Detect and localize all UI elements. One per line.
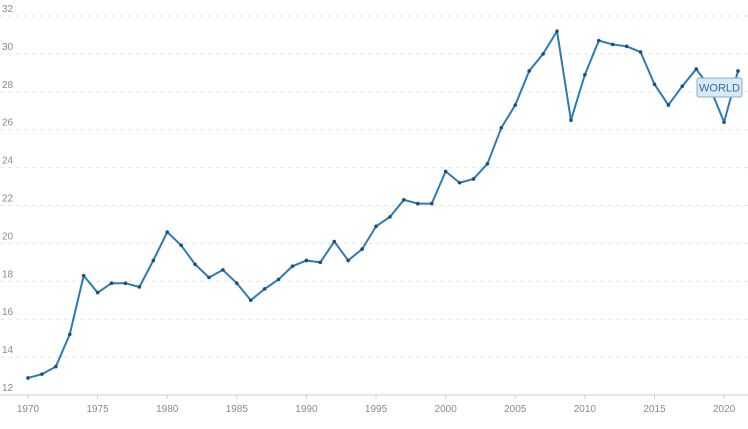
y-tick-label: 14: [2, 345, 14, 356]
data-point: [596, 38, 601, 43]
data-point: [374, 224, 378, 229]
y-tick-label: 12: [2, 383, 14, 394]
data-point: [304, 258, 309, 263]
data-point: [67, 332, 72, 337]
y-tick-label: 20: [2, 231, 14, 242]
data-point: [736, 69, 740, 73]
y-tick-label: 16: [2, 307, 14, 318]
series-tag-box: [696, 77, 743, 98]
data-point: [652, 82, 657, 87]
series-label-tag: WORLD: [696, 77, 743, 98]
y-tick-label: 32: [2, 4, 14, 15]
data-point: [722, 120, 726, 124]
data-point: [416, 201, 420, 206]
data-point: [610, 42, 615, 47]
data-point: [360, 247, 364, 251]
data-point: [666, 103, 671, 107]
data-point: [680, 84, 685, 88]
y-tick-label: 30: [2, 42, 14, 53]
x-tick-label: 2000: [435, 404, 458, 415]
data-point: [555, 29, 559, 33]
data-point: [527, 69, 531, 73]
data-point: [95, 290, 100, 295]
data-point: [624, 44, 629, 49]
data-point: [276, 277, 281, 282]
data-point: [499, 126, 504, 130]
x-axis: 1970 1975 1980 1985 1990 1995 2000 2005 2010 2015…: [0, 394, 748, 415]
x-tick-label: 1970: [17, 404, 40, 415]
data-point: [165, 230, 170, 234]
series-world: [26, 29, 740, 380]
gridlines: [0, 15, 748, 358]
x-tick-label: 2005: [504, 404, 527, 415]
data-point: [318, 260, 323, 265]
data-point: [638, 50, 643, 54]
y-axis-tick-labels: 12 14 16 18 20 22 24 26 28 30 32: [2, 4, 14, 394]
y-tick-label: 22: [2, 194, 14, 205]
y-tick-label: 26: [2, 118, 14, 129]
data-point: [109, 281, 114, 285]
data-point: [40, 372, 44, 376]
data-point: [402, 198, 406, 202]
data-point: [81, 273, 86, 278]
data-point: [248, 298, 253, 303]
x-tick-label: 1990: [295, 404, 318, 415]
data-point: [26, 376, 30, 380]
data-point: [583, 72, 587, 77]
data-point: [235, 281, 239, 285]
data-point: [151, 258, 156, 263]
x-tick-label: 1980: [156, 404, 179, 415]
data-point: [262, 287, 267, 291]
data-point: [290, 264, 295, 268]
data-point: [569, 118, 573, 123]
data-point: [123, 281, 128, 285]
y-tick-label: 24: [2, 156, 14, 167]
x-tick-label: 1995: [365, 404, 388, 415]
data-point: [332, 239, 337, 244]
data-point: [221, 268, 225, 272]
data-point: [513, 103, 518, 107]
series-line-1: [27, 30, 739, 379]
y-tick-label: 28: [2, 80, 14, 91]
data-point: [193, 262, 197, 267]
data-point: [429, 201, 434, 206]
data-point: [54, 364, 58, 369]
x-tick-label: 1975: [86, 404, 109, 415]
data-point: [179, 243, 183, 248]
data-point: [137, 285, 142, 289]
data-point: [457, 180, 462, 185]
data-point: [485, 162, 490, 166]
data-point: [207, 275, 211, 280]
x-tick-label: 2020: [713, 404, 736, 415]
x-tick-label: 1985: [226, 404, 249, 415]
x-tick-label: 2010: [574, 404, 597, 415]
data-point: [541, 52, 545, 56]
data-point: [471, 177, 476, 181]
data-point: [346, 258, 350, 263]
series-tag-label: WORLD: [699, 83, 740, 95]
data-point: [388, 215, 392, 219]
data-point: [694, 67, 699, 71]
y-tick-label: 18: [2, 269, 14, 280]
x-tick-label: 2015: [643, 404, 666, 415]
data-point: [443, 169, 448, 174]
